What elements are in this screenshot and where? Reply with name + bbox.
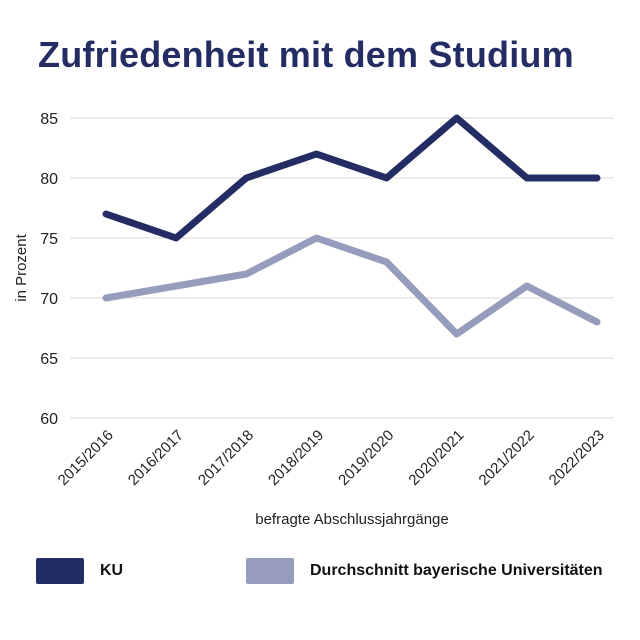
- y-tick-label-70: 70: [40, 291, 58, 308]
- y-tick-label-85: 85: [40, 111, 58, 128]
- y-tick-label-80: 80: [40, 171, 58, 188]
- x-tick-label-1: 2016/2017: [125, 427, 187, 489]
- x-tick-label-2: 2017/2018: [195, 427, 257, 489]
- y-tick-label-60: 60: [40, 411, 58, 428]
- legend-swatch-ku: [36, 558, 84, 584]
- x-axis-label: befragte Abschlussjahrgänge: [255, 511, 448, 528]
- x-tick-label-7: 2022/2023: [546, 427, 608, 489]
- y-tick-label-75: 75: [40, 231, 58, 248]
- legend-label-average: Durchschnitt bayerische Universitäten: [310, 562, 603, 579]
- y-axis-label: in Prozent: [13, 233, 30, 301]
- x-tick-label-3: 2018/2019: [265, 427, 327, 489]
- legend-item-ku: KU: [36, 558, 123, 584]
- legend-label-ku: KU: [100, 562, 124, 579]
- x-tick-label-6: 2021/2022: [476, 427, 538, 489]
- y-tick-label-65: 65: [40, 351, 58, 368]
- x-tick-label-5: 2020/2021: [405, 427, 467, 489]
- legend-item-average: Durchschnitt bayerische Universitäten: [246, 558, 603, 584]
- legend-swatch-average: [246, 558, 294, 584]
- x-tick-label-0: 2015/2016: [55, 427, 117, 489]
- x-tick-label-4: 2019/2020: [335, 427, 397, 489]
- chart-title: Zufriedenheit mit dem Studium: [38, 34, 574, 75]
- series-line-average: [102, 234, 601, 338]
- series-line-ku: [102, 114, 601, 242]
